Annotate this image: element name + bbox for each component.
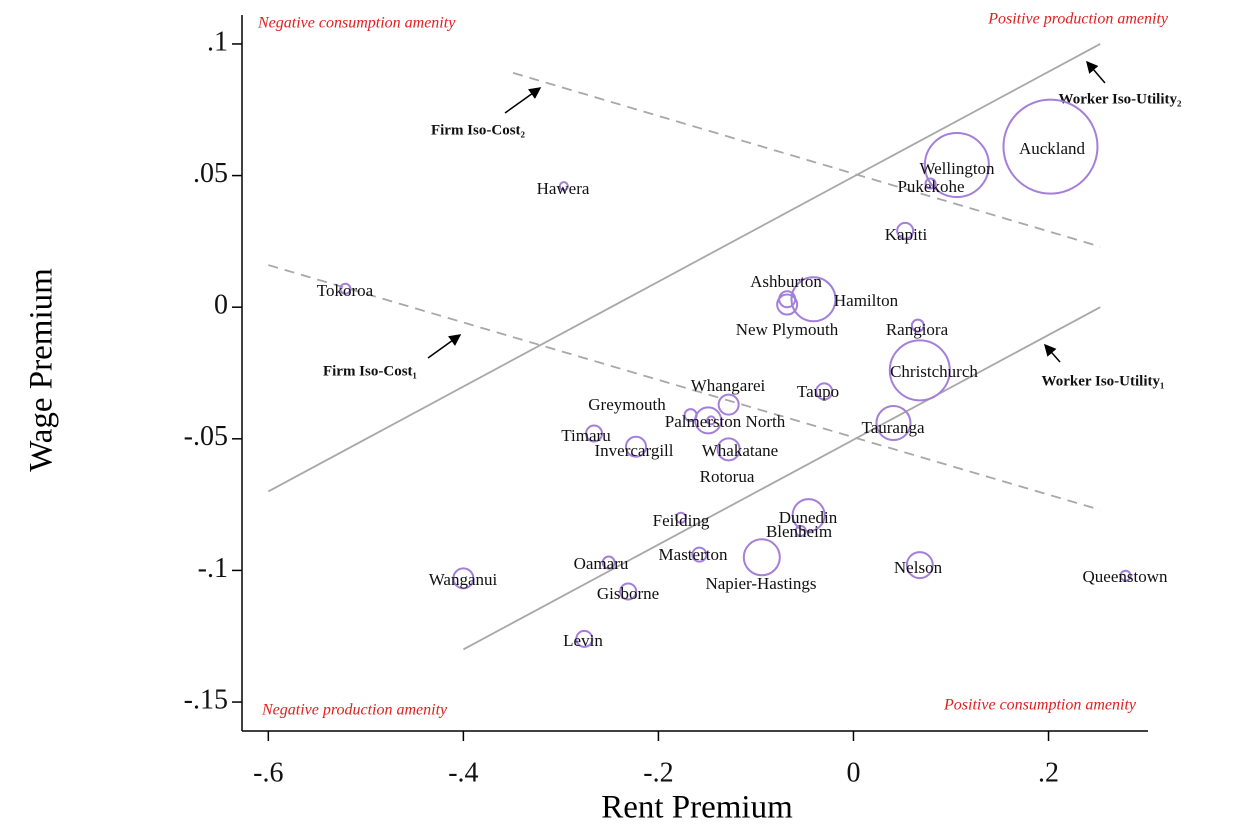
bubble bbox=[896, 221, 915, 240]
annotation: Positive consumption amenity bbox=[943, 697, 1137, 714]
point-label: Wellington bbox=[919, 159, 995, 178]
point-label: Whakatane bbox=[702, 441, 778, 460]
bubble bbox=[716, 437, 741, 462]
bubble bbox=[888, 339, 951, 402]
bubble bbox=[905, 551, 934, 580]
point-label: Palmerston North bbox=[665, 412, 786, 431]
x-tick-label: -.2 bbox=[643, 757, 673, 788]
bubble bbox=[691, 546, 708, 563]
point-label: Levin bbox=[563, 631, 603, 650]
point-label: Pukekohe bbox=[897, 177, 964, 196]
point-label: Greymouth bbox=[588, 395, 666, 414]
bubble bbox=[794, 524, 807, 537]
point-label: Napier-Hastings bbox=[705, 574, 816, 593]
arrow bbox=[1086, 60, 1106, 84]
bubble bbox=[674, 511, 687, 524]
point-label: Invercargill bbox=[595, 441, 674, 460]
annotation: Positive production amenity bbox=[987, 11, 1169, 28]
point-label: Queenstown bbox=[1083, 567, 1168, 586]
point-label: Blenheim bbox=[766, 522, 832, 541]
x-tick-label: .2 bbox=[1038, 757, 1059, 788]
bubble bbox=[706, 415, 717, 426]
bubble bbox=[558, 181, 569, 192]
reference-line bbox=[462, 306, 1101, 651]
point-label: Nelson bbox=[894, 558, 943, 577]
bubble bbox=[742, 538, 781, 577]
point-label: New Plymouth bbox=[736, 320, 839, 339]
point-label: Rotorua bbox=[700, 467, 755, 486]
point-label: Feilding bbox=[653, 511, 710, 530]
bubble bbox=[339, 282, 352, 295]
point-label: Oamaru bbox=[574, 554, 629, 573]
bubble bbox=[601, 555, 616, 570]
bubble bbox=[624, 435, 647, 458]
bubble bbox=[815, 382, 834, 401]
bubble bbox=[924, 177, 937, 190]
x-tick-label: -.6 bbox=[253, 757, 283, 788]
bubble bbox=[619, 582, 638, 601]
point-label: Ashburton bbox=[750, 272, 822, 291]
x-tick-label: -.4 bbox=[448, 757, 478, 788]
point-label: Tokoroa bbox=[317, 281, 374, 300]
arrow bbox=[1044, 343, 1061, 363]
line-label: Worker Iso-Utility₂ bbox=[1059, 91, 1182, 107]
point-label: Kapiti bbox=[885, 225, 928, 244]
bubble bbox=[452, 567, 475, 590]
point-label: Taupo bbox=[797, 382, 839, 401]
bubble bbox=[717, 393, 740, 416]
point-label: Christchurch bbox=[890, 362, 978, 381]
y-tick-label: -.05 bbox=[184, 421, 228, 452]
bubble bbox=[585, 424, 604, 443]
reference-line bbox=[268, 264, 1101, 511]
line-label: Worker Iso-Utility₁ bbox=[1042, 373, 1165, 389]
reference-line bbox=[267, 43, 1101, 493]
x-tick-label: 0 bbox=[846, 757, 860, 788]
y-tick-label: .1 bbox=[207, 26, 228, 57]
point-label: Hamilton bbox=[834, 291, 899, 310]
bubble bbox=[575, 629, 594, 648]
point-label: Wanganui bbox=[429, 570, 498, 589]
arrow bbox=[504, 87, 542, 114]
y-tick-label: 0 bbox=[214, 290, 228, 321]
bubble bbox=[791, 498, 826, 533]
bubble bbox=[790, 276, 837, 323]
y-axis-label: Wage Premium bbox=[24, 268, 60, 472]
bubble bbox=[875, 405, 912, 442]
line-label: Firm Iso-Cost₁ bbox=[323, 363, 417, 379]
x-axis-label: Rent Premium bbox=[601, 790, 793, 826]
point-label: Rangiora bbox=[886, 320, 949, 339]
point-label: Masterton bbox=[659, 545, 728, 564]
bubble bbox=[1002, 98, 1099, 195]
y-tick-label: -.15 bbox=[184, 684, 228, 715]
y-tick-label: -.1 bbox=[198, 553, 228, 584]
point-label: Auckland bbox=[1019, 139, 1086, 158]
bubble bbox=[1119, 569, 1132, 582]
point-label: Timaru bbox=[561, 426, 611, 445]
point-label: Dunedin bbox=[779, 508, 838, 527]
annotation: Negative production amenity bbox=[261, 702, 448, 719]
y-tick-label: .05 bbox=[193, 158, 228, 189]
arrow bbox=[427, 334, 462, 359]
bubble bbox=[923, 132, 990, 199]
point-label: Whangarei bbox=[691, 376, 766, 395]
bubble bbox=[694, 406, 723, 435]
point-label: Gisborne bbox=[597, 584, 659, 603]
annotation: Negative consumption amenity bbox=[257, 15, 456, 32]
point-label: Hawera bbox=[537, 179, 590, 198]
line-label: Firm Iso-Cost₂ bbox=[431, 122, 526, 138]
point-label: Tauranga bbox=[862, 418, 925, 437]
bubble bbox=[910, 318, 925, 333]
bubble bbox=[776, 293, 799, 316]
reference-line bbox=[512, 72, 1101, 248]
